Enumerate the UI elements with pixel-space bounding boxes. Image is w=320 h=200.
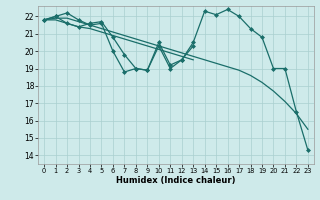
X-axis label: Humidex (Indice chaleur): Humidex (Indice chaleur) bbox=[116, 176, 236, 185]
